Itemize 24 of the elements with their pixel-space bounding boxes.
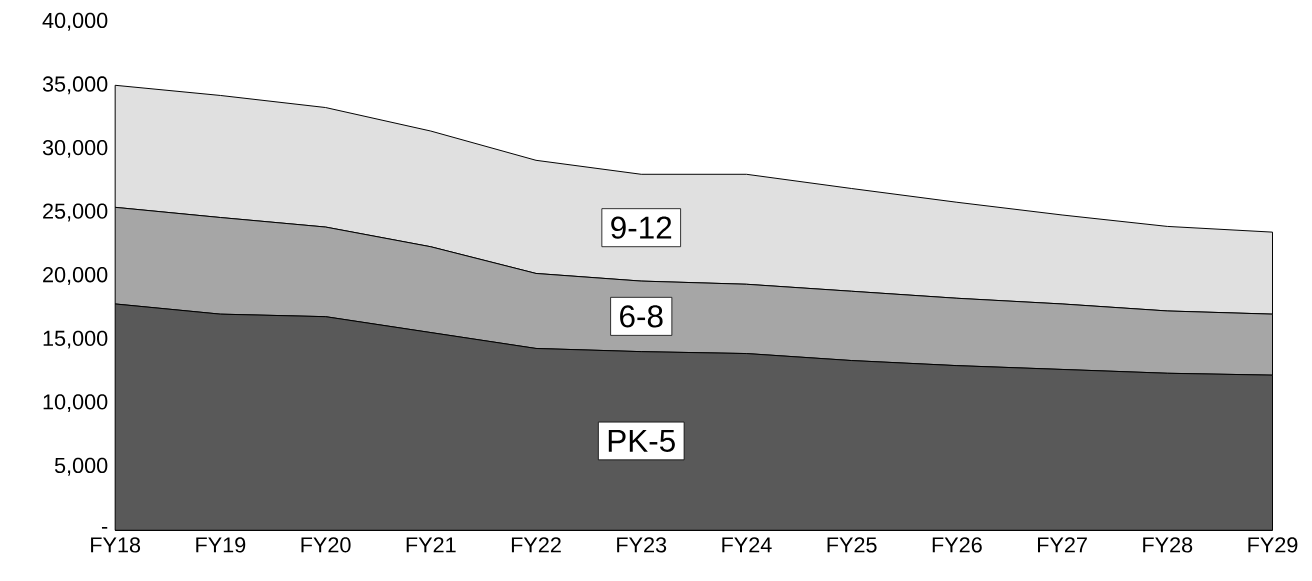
- series-label: 9-12: [611, 216, 672, 239]
- x-tick-label: FY22: [511, 537, 561, 553]
- y-tick-label: -: [101, 527, 108, 529]
- x-tick-label: FY27: [1038, 537, 1087, 553]
- y-tick-label: 30,000: [42, 140, 108, 158]
- x-tick-label: FY21: [406, 537, 456, 553]
- y-tick-label: 10,000: [43, 394, 108, 413]
- x-tick-label: FY20: [301, 537, 351, 553]
- series-label: PK-5: [608, 430, 675, 453]
- y-tick-label: 20,000: [43, 267, 108, 286]
- y-tick-label: 40,000: [42, 12, 108, 31]
- y-tick-label: 35,000: [42, 76, 108, 95]
- x-tick-label: FY28: [1143, 537, 1193, 553]
- y-tick-label: 15,000: [43, 330, 108, 349]
- x-tick-label: FY25: [827, 537, 877, 553]
- series-label: 6-8: [620, 305, 663, 328]
- y-tick-label: 5,000: [54, 457, 108, 476]
- x-tick-label: FY18: [91, 537, 141, 553]
- x-tick-label: FY24: [722, 537, 772, 553]
- x-tick-label: FY23: [617, 537, 667, 553]
- x-tick-label: FY26: [932, 537, 982, 553]
- y-tick-label: 25,000: [43, 203, 108, 222]
- x-tick-label: FY29: [1248, 537, 1298, 553]
- x-tick-label: FY19: [196, 537, 246, 553]
